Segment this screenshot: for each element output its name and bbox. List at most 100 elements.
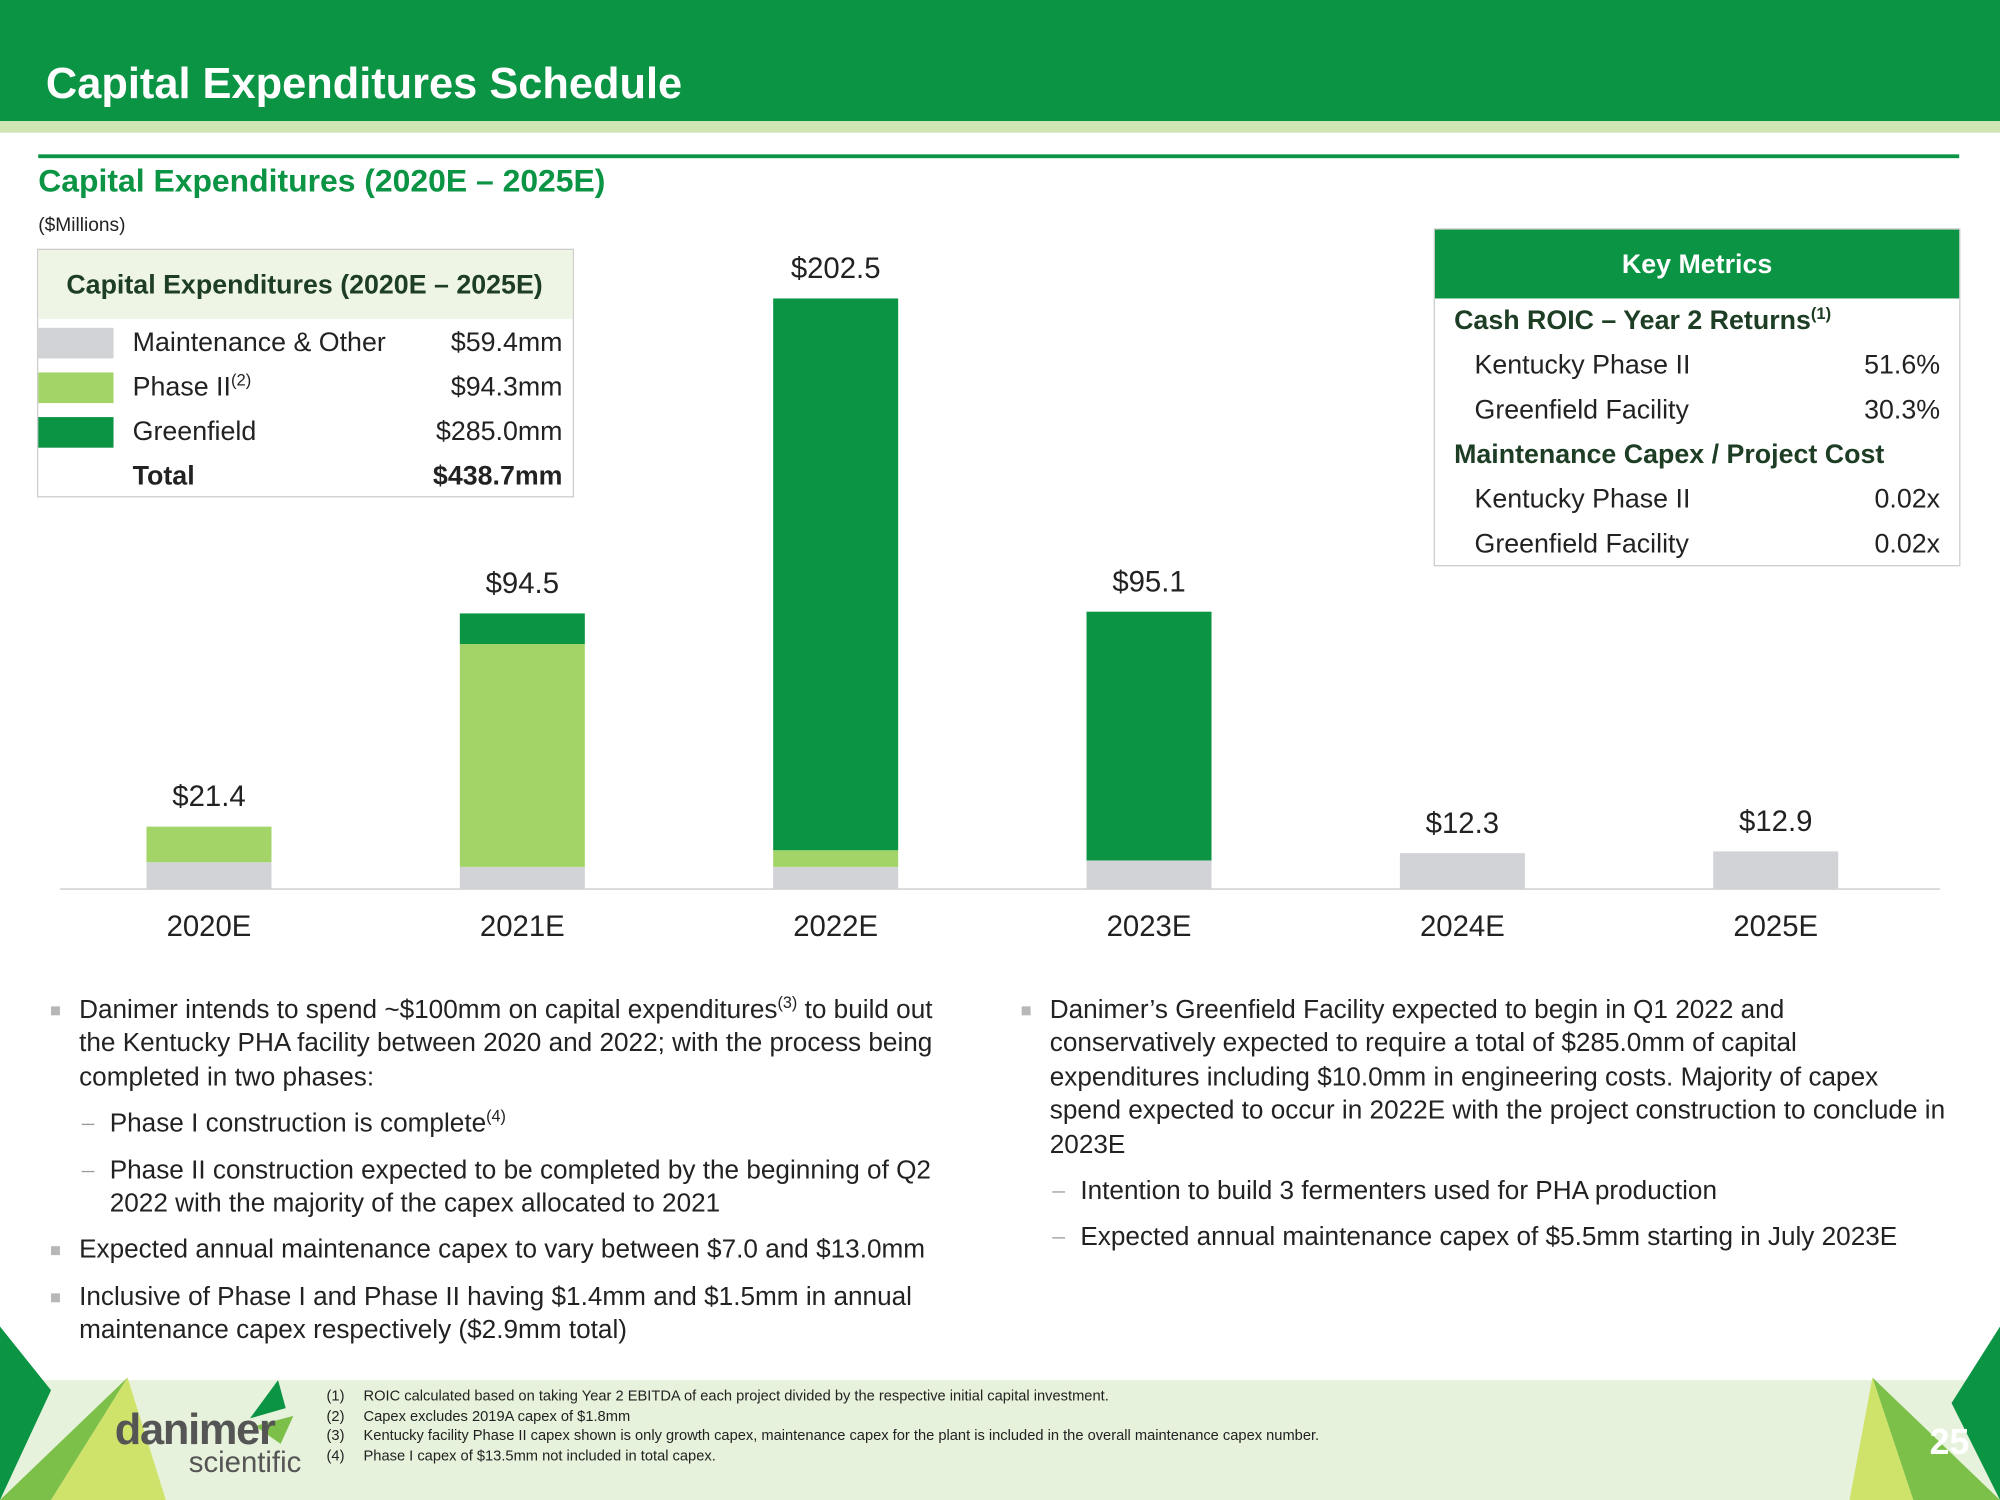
leaf: [1951, 1326, 2000, 1500]
total-label: $202.5: [791, 252, 881, 285]
total-label: $95.1: [1112, 565, 1185, 598]
bullet-text: to build out the Kentucky PHA facility b…: [79, 994, 933, 1092]
metric-value: 51.6%: [1864, 350, 1941, 381]
leaf: [0, 1326, 52, 1500]
footnote-number: (1): [326, 1389, 345, 1405]
legend-total: $438.7mm: [432, 461, 563, 492]
footnote-text: Capex excludes 2019A capex of $1.8mm: [363, 1408, 631, 1425]
legend-title: Capital Expenditures (2020E – 2025E): [66, 270, 543, 300]
x-tick-label: 2023E: [1107, 910, 1192, 943]
metric-label: Kentucky Phase II: [1474, 350, 1691, 381]
metric-label: Kentucky Phase II: [1474, 484, 1691, 515]
bullet-text: Inclusive of Phase I and Phase II having…: [79, 1281, 912, 1345]
header-bar: [0, 0, 2000, 122]
chart-title: Capital Expenditures (2020E – 2025E): [38, 163, 606, 199]
metric-row: Greenfield Facility 0.02x: [1435, 522, 1959, 567]
slide-title: Capital Expenditures Schedule: [45, 59, 683, 109]
legend-name: Maintenance & Other: [132, 327, 386, 358]
sub-bullet-note: (4): [486, 1106, 506, 1126]
x-tick-label: 2021E: [480, 910, 565, 943]
bullet: Inclusive of Phase I and Phase II having…: [51, 1280, 972, 1347]
sub-bullet: Expected annual maintenance capex of $5.…: [1052, 1221, 1949, 1255]
legend-name: Phase II: [132, 372, 231, 402]
bar-segment: [1086, 860, 1212, 890]
logo-tagline: scientific: [188, 1445, 302, 1479]
bar-segment: [1713, 851, 1839, 890]
metric-heading-text: Maintenance Capex / Project Cost: [1454, 440, 1885, 470]
metric-label: Greenfield Facility: [1474, 529, 1689, 559]
sub-bullet: Intention to build 3 fermenters used for…: [1052, 1175, 1949, 1209]
total-label: $21.4: [172, 780, 245, 813]
bullet: Expected annual maintenance capex to var…: [51, 1234, 972, 1268]
legend-label: Maintenance & Other: [133, 320, 386, 365]
footnote-text: Phase I capex of $13.5mm not included in…: [363, 1448, 716, 1464]
total-label: $94.5: [486, 567, 559, 600]
x-tick-label: 2024E: [1420, 910, 1505, 943]
footer-decor: [0, 1326, 2000, 1500]
leaf: [1872, 1377, 2000, 1500]
metric-heading: Maintenance Capex / Project Cost: [1435, 432, 1959, 477]
sub-bullet: Phase II construction expected to be com…: [81, 1154, 972, 1221]
bar-segment: [1086, 611, 1212, 861]
bar-segment: [1399, 853, 1525, 890]
footnote: (2) Capex excludes 2019A capex of $1.8mm: [327, 1408, 1603, 1428]
legend-name: Greenfield: [132, 417, 257, 447]
bar-segment: [773, 850, 899, 867]
legend-amount: $59.4mm: [450, 327, 563, 358]
metric-label: Greenfield Facility: [1474, 395, 1689, 425]
legend-label: Greenfield: [133, 409, 257, 454]
sub-bullet-text: Intention to build 3 fermenters used for…: [1080, 1176, 1718, 1206]
bullet: Danimer’s Greenfield Facility expected t…: [1021, 994, 1949, 1255]
bullet-text: Expected annual maintenance capex to var…: [79, 1235, 926, 1265]
leaf: [1849, 1377, 1914, 1500]
x-tick-label: 2022E: [793, 910, 878, 943]
legend-swatch: [38, 372, 114, 404]
page-number: 25: [1929, 1422, 1970, 1462]
header-strip: [0, 121, 2000, 133]
logo-leaf: [249, 1380, 286, 1419]
bar-segment: [459, 613, 585, 645]
footnote-text: Kentucky facility Phase II capex shown i…: [363, 1428, 1320, 1444]
footnote: (1) ROIC calculated based on taking Year …: [327, 1388, 1603, 1408]
key-metrics: Key Metrics Cash ROIC – Year 2 Returns(1…: [1433, 228, 1961, 567]
metric-value: 0.02x: [1874, 529, 1941, 559]
rule: [38, 154, 1960, 159]
footer-band: [0, 1380, 2000, 1500]
legend-note: (2): [230, 370, 252, 390]
key-metrics-title: Key Metrics: [1621, 249, 1773, 280]
bar-segment: [146, 862, 272, 890]
metric-row: Kentucky Phase II 51.6%: [1435, 343, 1959, 388]
metric-heading-text: Cash ROIC – Year 2 Returns: [1454, 306, 1811, 336]
bullet-text: Danimer’s Greenfield Facility expected t…: [1049, 994, 1946, 1159]
sub-bullet-text: Phase I construction is complete: [109, 1108, 487, 1139]
bullet-text: Danimer intends to spend ~$100mm on capi…: [79, 994, 778, 1025]
x-tick-label: 2020E: [167, 910, 252, 943]
leaf: [0, 1377, 128, 1500]
footnote: (3) Kentucky facility Phase II capex show…: [327, 1427, 1603, 1447]
legend-swatch: [38, 327, 114, 359]
legend-header: [38, 249, 573, 319]
bar-segment: [773, 866, 899, 890]
footnotes: (1) ROIC calculated based on taking Year …: [327, 1388, 1603, 1467]
sub-bullet-text: Expected annual maintenance capex of $5.…: [1080, 1222, 1898, 1252]
legend-label: Phase II(2): [133, 365, 252, 410]
left-bullets: Danimer intends to spend ~$100mm on capi…: [51, 992, 972, 1361]
footnote-number: (2): [326, 1408, 345, 1425]
bar-segment: [459, 866, 585, 890]
bar-segment: [773, 298, 899, 851]
metric-row: Kentucky Phase II 0.02x: [1435, 477, 1959, 522]
bullet-note: (3): [777, 992, 798, 1012]
metric-value: 30.3%: [1864, 395, 1941, 425]
footnote-text: ROIC calculated based on taking Year 2 E…: [363, 1389, 1109, 1405]
leaf: [51, 1377, 166, 1500]
metric-heading-note: (1): [1810, 303, 1832, 323]
legend-swatch: [38, 417, 114, 448]
footnote-number: (4): [326, 1448, 345, 1464]
legend-table: Capital Expenditures (2020E – 2025E) Mai…: [36, 248, 574, 498]
footnote-number: (3): [326, 1428, 345, 1444]
metric-row: Greenfield Facility 30.3%: [1435, 388, 1959, 433]
key-metrics-header: [1434, 229, 1960, 299]
